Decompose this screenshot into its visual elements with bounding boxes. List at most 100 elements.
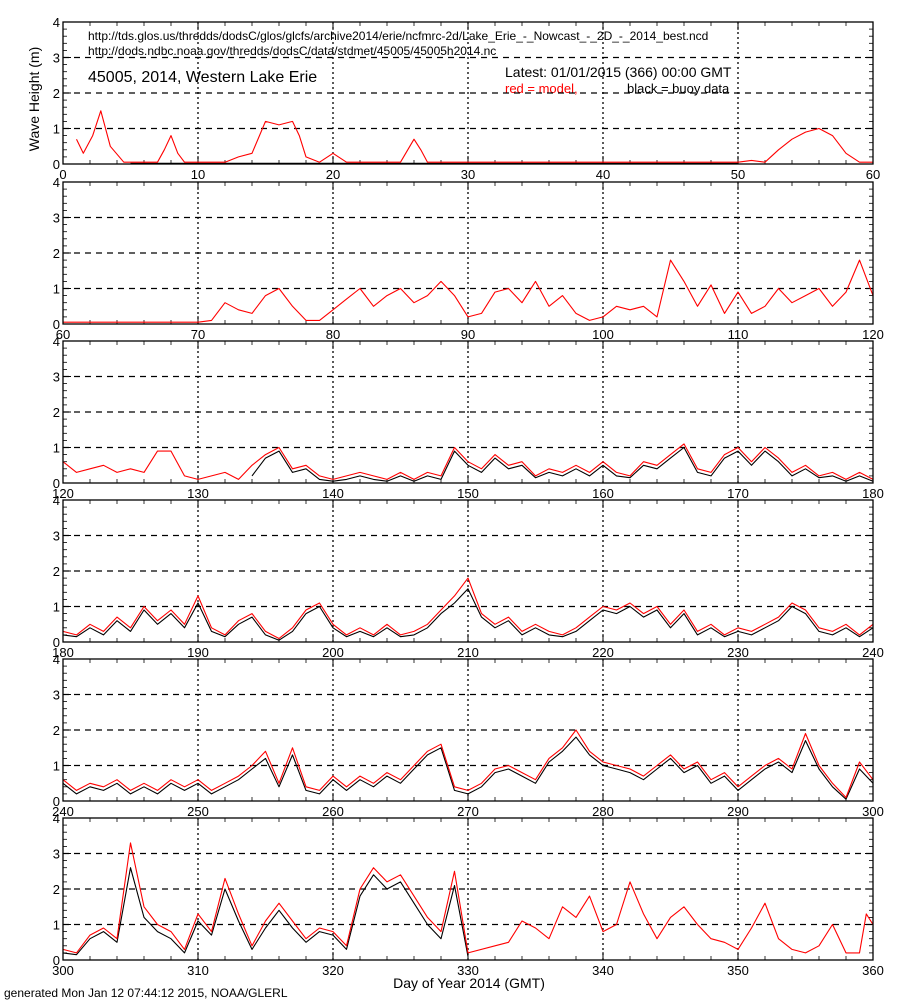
x-tick-label: 20 [326,167,340,182]
x-tick-label: 180 [862,486,884,501]
x-tick-label: 200 [322,645,344,660]
x-tick-label: 310 [187,963,209,978]
x-tick-label: 140 [322,486,344,501]
x-tick-label: 360 [862,963,884,978]
y-tick-label: 4 [53,175,60,190]
y-tick-label: 1 [53,759,60,774]
x-tick-label: 260 [322,804,344,819]
generated-footer: generated Mon Jan 12 07:44:12 2015, NOAA… [4,986,288,1000]
model-series-line [62,443,874,480]
x-tick-label: 40 [596,167,610,182]
x-tick-label: 70 [191,327,205,342]
x-tick-label: 190 [187,645,209,660]
model-series-line [62,577,874,640]
x-tick-label: 350 [727,963,749,978]
y-tick-label: 3 [53,51,60,66]
y-tick-label: 4 [53,493,60,508]
y-tick-label: 2 [53,246,60,261]
panel-frame [62,21,874,165]
x-tick-label: 300 [862,804,884,819]
y-tick-label: 0 [53,157,60,172]
buoy-series-line [62,867,469,957]
y-tick-label: 4 [53,334,60,349]
x-tick-label: 300 [52,963,74,978]
model-source-url: http://tds.glos.us/thredds/dodsC/glos/gl… [88,29,708,43]
y-tick-label: 0 [53,635,60,650]
buoy-series-line [62,588,874,641]
y-tick-label: 3 [53,211,60,226]
y-tick-label: 0 [53,317,60,332]
x-tick-label: 220 [592,645,614,660]
x-axis-label: Day of Year 2014 (GMT) [393,975,545,991]
x-tick-label: 30 [461,167,475,182]
x-tick-label: 90 [461,327,475,342]
buoy-series-line [251,446,874,482]
buoy-series-line [62,736,874,800]
x-tick-label: 290 [727,804,749,819]
y-tick-label: 4 [53,811,60,826]
legend-buoy: black = buoy data [627,81,730,96]
x-tick-label: 240 [862,645,884,660]
y-tick-label: 2 [53,405,60,420]
x-tick-label: 210 [457,645,479,660]
y-tick-label: 2 [53,564,60,579]
x-tick-label: 60 [56,327,70,342]
model-series-line [76,110,873,163]
x-tick-label: 160 [592,486,614,501]
y-tick-label: 3 [53,847,60,862]
y-tick-label: 1 [53,122,60,137]
y-tick-label: 4 [53,652,60,667]
x-tick-label: 250 [187,804,209,819]
x-tick-label: 10 [191,167,205,182]
y-tick-label: 3 [53,688,60,703]
station-title: 45005, 2014, Western Lake Erie [88,69,317,86]
x-tick-label: 130 [187,486,209,501]
y-tick-label: 4 [53,15,60,30]
x-tick-label: 270 [457,804,479,819]
y-tick-label: 2 [53,86,60,101]
legend-model: red = model, [505,81,578,96]
x-tick-label: 50 [731,167,745,182]
y-tick-label: 0 [53,794,60,809]
y-tick-label: 3 [53,370,60,385]
x-tick-label: 120 [52,486,74,501]
panel-4: 0 1 2 3 4 180 190 200 210 220 230 240 [52,493,884,660]
panel-frame [62,181,874,325]
y-tick-label: 2 [53,882,60,897]
x-tick-label: 60 [866,167,880,182]
y-tick-label: 1 [53,600,60,615]
latest-timestamp: Latest: 01/01/2015 (366) 00:00 GMT [505,64,732,80]
panel-6: 0 1 2 3 4 300 310 320 330 340 350 360 [52,811,884,978]
panel-3: 0 1 2 3 4 120 130 140 150 160 170 180 [52,334,884,501]
y-tick-label: 1 [53,441,60,456]
model-series-line [63,259,874,323]
panel-frame [62,340,874,484]
y-axis-label: Wave Height (m) [26,47,42,152]
x-tick-label: 100 [592,327,614,342]
panel-5: 0 1 2 3 4 240 250 260 270 280 290 300 [52,652,884,819]
x-tick-label: 230 [727,645,749,660]
model-series-line [62,729,874,799]
model-series-line [62,842,874,954]
panel-2: 0 1 2 3 4 60 70 80 90 100 110 120 [53,175,884,342]
y-tick-label: 0 [53,476,60,491]
y-tick-label: 1 [53,282,60,297]
x-tick-label: 170 [727,486,749,501]
x-tick-label: 340 [592,963,614,978]
y-tick-label: 1 [53,918,60,933]
x-tick-label: 320 [322,963,344,978]
y-tick-label: 3 [53,529,60,544]
x-tick-label: 180 [52,645,74,660]
x-tick-label: 330 [457,963,479,978]
panel-frame [62,658,874,802]
x-tick-label: 120 [862,327,884,342]
x-tick-label: 110 [728,327,749,342]
x-tick-label: 280 [592,804,614,819]
x-tick-label: 80 [326,327,340,342]
x-tick-label: 150 [457,486,479,501]
panel-frame [62,499,874,643]
y-tick-label: 2 [53,723,60,738]
